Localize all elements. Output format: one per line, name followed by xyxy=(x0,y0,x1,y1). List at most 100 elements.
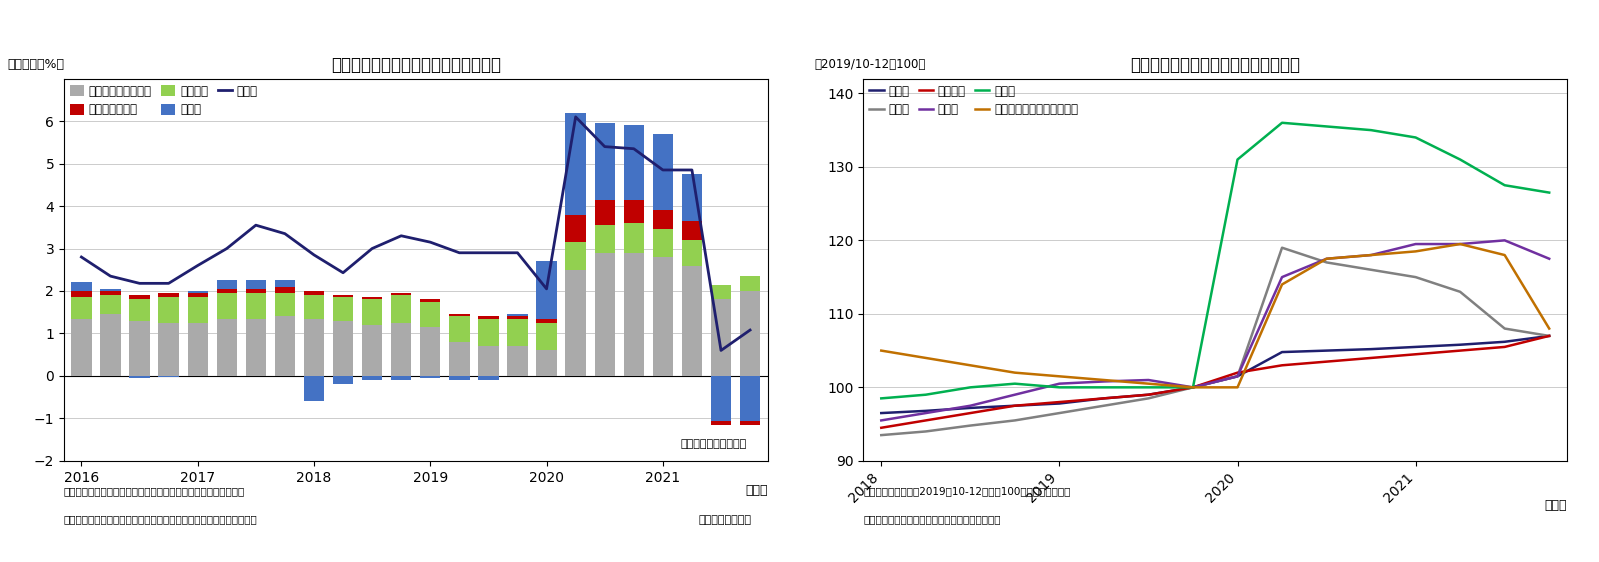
不動産業 xyxy=(1273,362,1292,369)
宿泊業 xyxy=(1406,241,1425,247)
Bar xyxy=(158,293,179,297)
不動産業 xyxy=(1051,398,1070,405)
Bar xyxy=(246,289,265,293)
Bar xyxy=(681,221,702,240)
総貸出 xyxy=(1406,343,1425,350)
Bar xyxy=(392,376,411,380)
Bar xyxy=(216,289,237,293)
飲食業 xyxy=(1450,156,1469,163)
Bar xyxy=(566,270,585,376)
Bar xyxy=(478,376,499,380)
飲食業 xyxy=(871,395,891,402)
総貸出 xyxy=(1228,373,1247,380)
Bar xyxy=(652,229,673,257)
Line: 飲食業: 飲食業 xyxy=(881,123,1549,398)
Text: （年）: （年） xyxy=(745,484,768,497)
Bar xyxy=(246,319,265,376)
Bar xyxy=(421,302,440,327)
飲食業 xyxy=(1183,384,1202,391)
Bar xyxy=(72,291,91,297)
Text: （資料）日銀データよりニッセイ基礎研究所作成: （資料）日銀データよりニッセイ基礎研究所作成 xyxy=(863,515,1001,525)
Bar xyxy=(101,314,120,376)
Text: （注）国内銀行銀行勘定、個人による貸家業は不動産業に含む、: （注）国内銀行銀行勘定、個人による貸家業は不動産業に含む、 xyxy=(64,487,245,497)
Bar xyxy=(101,291,120,295)
Bar xyxy=(72,319,91,376)
Bar xyxy=(421,327,440,376)
不動産業 xyxy=(1495,343,1514,350)
生活関連サービス・娯楽業 xyxy=(1495,252,1514,259)
飲食業 xyxy=(1094,384,1113,391)
Bar xyxy=(507,316,528,319)
Bar xyxy=(652,134,673,210)
総貸出 xyxy=(871,410,891,416)
生活関連サービス・娯楽業 xyxy=(1450,241,1469,247)
Bar xyxy=(566,112,585,215)
Bar xyxy=(361,297,382,300)
生活関連サービス・娯楽業 xyxy=(1318,255,1337,262)
Title: （図表６）主な業種別の貸出残高水準: （図表６）主な業種別の貸出残高水準 xyxy=(1130,56,1300,74)
宿泊業 xyxy=(1273,274,1292,280)
Bar xyxy=(216,293,237,319)
Bar xyxy=(624,253,644,376)
不動産業 xyxy=(871,424,891,431)
Line: 製造業: 製造業 xyxy=(881,248,1549,435)
不動産業 xyxy=(1361,355,1380,361)
Bar xyxy=(507,346,528,376)
製造業 xyxy=(1006,417,1025,424)
製造業 xyxy=(1406,274,1425,280)
不動産業 xyxy=(1450,347,1469,354)
製造業 xyxy=(916,428,935,435)
製造業 xyxy=(1273,244,1292,251)
宿泊業 xyxy=(1183,384,1202,391)
Title: （図表５）貸出伸び率の業種別寄与度: （図表５）貸出伸び率の業種別寄与度 xyxy=(331,56,500,74)
不動産業 xyxy=(1006,402,1025,409)
Bar xyxy=(421,300,440,302)
Bar xyxy=(624,223,644,253)
生活関連サービス・娯楽業 xyxy=(1183,384,1202,391)
総貸出 xyxy=(1138,391,1158,398)
飲食業 xyxy=(916,391,935,398)
Bar xyxy=(333,297,353,321)
Bar xyxy=(216,280,237,289)
Line: 生活関連サービス・娯楽業: 生活関連サービス・娯楽業 xyxy=(881,244,1549,387)
Bar xyxy=(712,284,731,300)
Bar xyxy=(712,376,731,420)
製造業 xyxy=(961,422,980,429)
Bar xyxy=(712,300,731,376)
不動産業 xyxy=(1318,358,1337,365)
Bar xyxy=(595,123,616,200)
Legend: 総貸出, 製造業, 不動産業, 宿泊業, 飲食業, 生活関連サービス・娯楽業: 総貸出, 製造業, 不動産業, 宿泊業, 飲食業, 生活関連サービス・娯楽業 xyxy=(870,85,1078,116)
不動産業 xyxy=(1138,391,1158,398)
飲食業 xyxy=(961,384,980,391)
Bar xyxy=(652,210,673,229)
Bar xyxy=(681,240,702,265)
不動産業 xyxy=(961,410,980,416)
Bar xyxy=(246,293,265,319)
宿泊業 xyxy=(1540,255,1559,262)
Bar xyxy=(740,276,760,291)
不動産業 xyxy=(916,417,935,424)
総貸出 xyxy=(1450,341,1469,348)
生活関連サービス・娯楽業 xyxy=(961,362,980,369)
Legend: その他産業・個人等, 対面サービス業, 不動産業, 製造業, 総貸出: その他産業・個人等, 対面サービス業, 不動産業, 製造業, 総貸出 xyxy=(70,85,257,116)
Text: （四半期末残ベース）: （四半期末残ベース） xyxy=(680,439,747,450)
Bar xyxy=(304,376,325,401)
Bar xyxy=(478,319,499,346)
Bar xyxy=(478,316,499,319)
宿泊業 xyxy=(1138,377,1158,383)
生活関連サービス・娯楽業 xyxy=(916,355,935,361)
Bar xyxy=(304,295,325,319)
Bar xyxy=(652,257,673,376)
総貸出 xyxy=(916,407,935,414)
Bar xyxy=(275,316,296,376)
飲食業 xyxy=(1540,189,1559,196)
Bar xyxy=(681,265,702,376)
Bar xyxy=(101,289,120,291)
総貸出 xyxy=(1273,348,1292,355)
Bar xyxy=(449,314,470,316)
Bar xyxy=(130,295,150,300)
生活関連サービス・娯楽業 xyxy=(1406,248,1425,255)
製造業 xyxy=(1094,402,1113,409)
製造業 xyxy=(1051,410,1070,416)
Line: 宿泊業: 宿泊業 xyxy=(881,241,1549,420)
